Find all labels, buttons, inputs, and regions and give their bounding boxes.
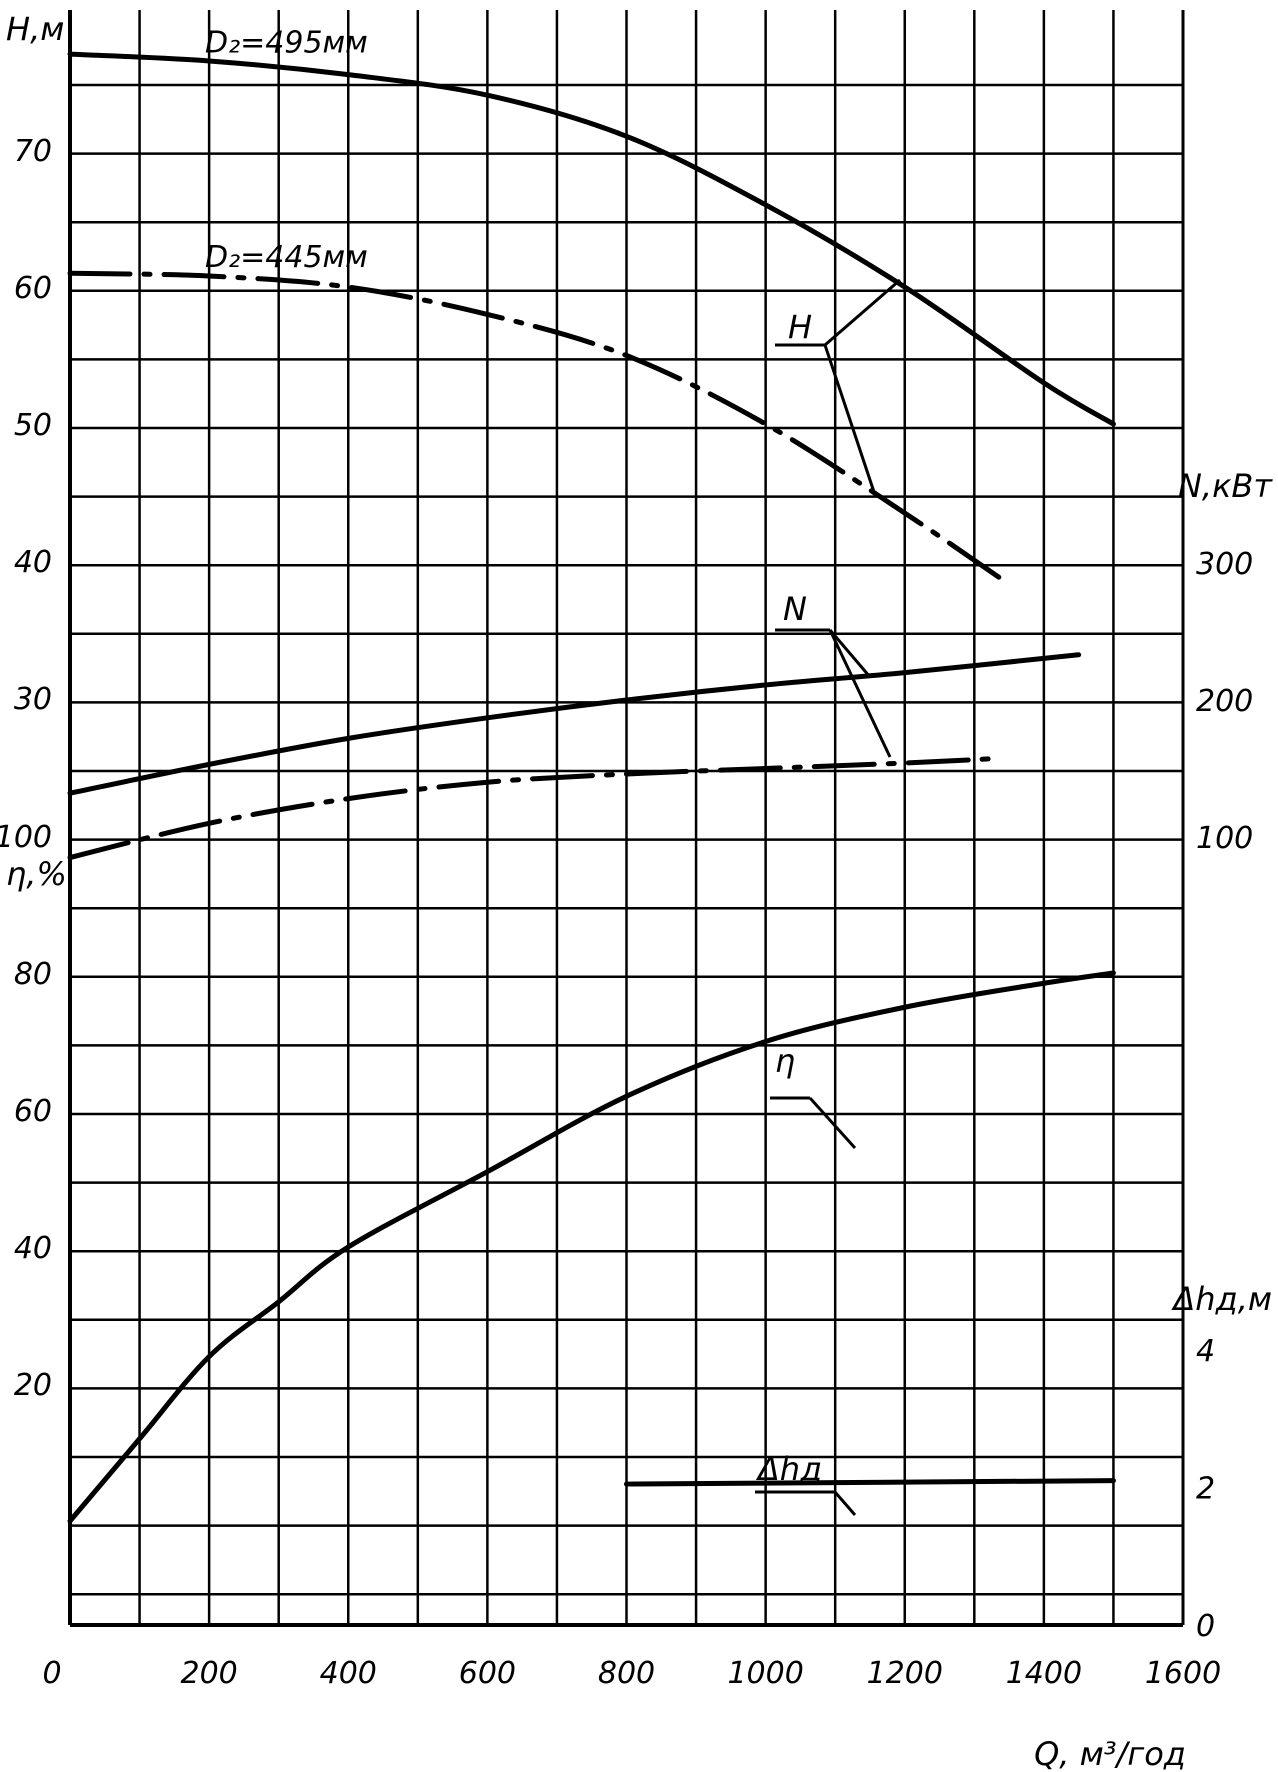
dh-tick-label: 4 bbox=[1196, 1334, 1215, 1369]
dh-axis-label: Δhд,м bbox=[1170, 1280, 1272, 1318]
series-line-η bbox=[67, 970, 1116, 1524]
x-tick-label: 800 bbox=[598, 1656, 655, 1691]
series-line-N bbox=[67, 652, 1082, 796]
eta-tick-label: 80 bbox=[14, 957, 52, 992]
H-axis-label: H,м bbox=[6, 10, 64, 48]
leader-line bbox=[833, 1491, 857, 1516]
series-label: D₂=445мм bbox=[205, 240, 368, 275]
H-tick-label: 30 bbox=[14, 682, 52, 717]
series-line-Δhд bbox=[624, 1478, 1116, 1487]
N-tick-label: 100 bbox=[1196, 821, 1253, 856]
eta-tick-label: 40 bbox=[14, 1231, 52, 1266]
eta-tick-label: 100 bbox=[0, 820, 52, 855]
x-tick-label: 0 bbox=[42, 1656, 61, 1691]
eta-tick-label: 20 bbox=[14, 1368, 52, 1403]
leader-line bbox=[824, 278, 901, 347]
eta-tick-label: 60 bbox=[14, 1094, 52, 1129]
eta-axis-label: η,% bbox=[6, 855, 67, 893]
H-tick-label: 40 bbox=[14, 545, 52, 580]
leader-label: Δhд bbox=[755, 1450, 822, 1488]
leader-label: N bbox=[783, 590, 807, 628]
x-tick-label: 600 bbox=[459, 1656, 516, 1691]
x-tick-label: 200 bbox=[180, 1656, 237, 1691]
series-line-D₂=445мм bbox=[67, 270, 1012, 587]
x-tick-label: 1400 bbox=[1006, 1656, 1082, 1691]
N-axis-label: N,кВт bbox=[1178, 467, 1273, 505]
x-tick-label: 1600 bbox=[1145, 1656, 1221, 1691]
leader-label: η bbox=[775, 1042, 795, 1080]
leader-label: H bbox=[788, 308, 812, 346]
curves bbox=[67, 51, 1116, 1524]
H-tick-label: 70 bbox=[14, 134, 52, 169]
N-tick-label: 200 bbox=[1196, 684, 1253, 719]
N-tick-label: 300 bbox=[1196, 547, 1253, 582]
x-tick-label: 1000 bbox=[727, 1656, 803, 1691]
leader-line bbox=[808, 1096, 857, 1150]
series-line-N bbox=[67, 756, 991, 861]
x-tick-label: 400 bbox=[320, 1656, 377, 1691]
leader-line bbox=[828, 629, 892, 758]
leader-line bbox=[823, 344, 877, 496]
H-tick-label: 60 bbox=[14, 271, 52, 306]
labels: D₂=495мм D₂=445мм H Nη Δhд bbox=[205, 26, 901, 1516]
series-line-D₂=495мм bbox=[67, 51, 1116, 427]
dh-tick-label: 0 bbox=[1196, 1609, 1215, 1644]
dh-tick-label: 2 bbox=[1196, 1472, 1215, 1507]
series-label: D₂=495мм bbox=[205, 26, 368, 61]
x-axis-label: Q, м³/год bbox=[1034, 1735, 1186, 1772]
H-tick-label: 50 bbox=[14, 408, 52, 443]
leader-line bbox=[828, 629, 872, 678]
x-tick-label: 1200 bbox=[867, 1656, 943, 1691]
